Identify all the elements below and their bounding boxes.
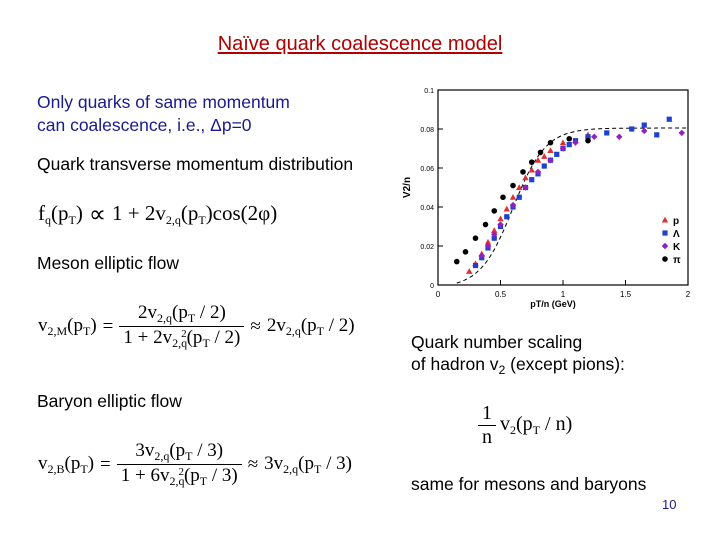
data-point-circle: [472, 235, 479, 241]
chart-svg: 0 0.5 1 1.5 2 0 0.02 0.04 0.06 0.08 0.1 pT/n (GeV) V…: [402, 88, 691, 309]
baryon-flow-formula: v2,B(pT) = 3v2,q(pT / 3) 1 + 6v2,q2(pT /…: [38, 440, 352, 488]
y-axis-label: V2/n: [402, 177, 413, 198]
y-tick-label: 0.1: [424, 88, 434, 95]
page-number: 10: [662, 497, 677, 512]
data-point-circle: [520, 169, 526, 175]
data-point-circle: [462, 249, 469, 255]
data-point-square: [641, 122, 647, 128]
y-tick-label: 0: [430, 283, 434, 290]
legend-marker-triangle: [661, 216, 669, 223]
data-point-square: [604, 130, 610, 136]
x-tick-label: 1.5: [620, 290, 632, 299]
data-point-triangle: [522, 174, 529, 181]
quark-distribution-formula: fq(pT) ∝ 1 + 2v2,q(pT)cos(2φ): [38, 201, 278, 228]
data-point-square: [516, 194, 522, 200]
x-tick-label: 0: [436, 290, 441, 299]
data-point-triangle: [547, 147, 554, 154]
legend-marker-circle: [662, 256, 668, 262]
data-point-circle: [585, 137, 591, 144]
x-axis-label: pT/n (GeV): [530, 299, 576, 309]
plot-frame: [437, 89, 689, 286]
legend-label: p: [673, 216, 679, 227]
data-point-square: [504, 214, 510, 220]
data-point-square: [666, 116, 672, 122]
data-point-triangle: [503, 205, 510, 212]
data-point-circle: [500, 194, 506, 201]
data-point-diamond: [484, 242, 492, 250]
scaling-text: Quark number scaling of hadron v2 (excep…: [411, 331, 625, 381]
data-point-triangle: [534, 157, 542, 163]
intro-text: Only quarks of same momentum can coalesc…: [37, 91, 290, 137]
data-point-circle: [566, 135, 573, 142]
data-point-circle: [528, 159, 535, 165]
data-point-diamond: [497, 221, 504, 228]
data-point-diamond: [491, 231, 498, 238]
data-point-triangle: [497, 215, 504, 222]
data-point-diamond: [559, 145, 567, 152]
legend-label: π: [673, 255, 681, 266]
data-point-triangle: [516, 184, 523, 191]
data-point-circle: [537, 149, 544, 156]
data-point-diamond: [509, 201, 517, 209]
legend-label: K: [673, 242, 681, 253]
data-point-circle: [547, 139, 554, 146]
meson-flow-label: Meson elliptic flow: [37, 253, 179, 273]
scaling-line-2: of hadron v2 (except pions):: [411, 354, 625, 377]
data-point-triangle: [466, 268, 473, 274]
data-point-diamond: [678, 129, 685, 137]
data-point-diamond: [641, 127, 648, 135]
data-point-triangle: [541, 153, 548, 159]
x-tick-label: 0.5: [495, 290, 507, 299]
intro-line-1: Only quarks of same momentum: [37, 92, 290, 112]
v2-scaling-chart: 0 0.5 1 1.5 2 0 0.02 0.04 0.06 0.08 0.1 pT/n (GeV) V…: [390, 80, 705, 310]
data-point-triangle: [491, 227, 498, 233]
data-point-square: [629, 126, 635, 132]
data-point-square: [491, 235, 497, 241]
scaling-line-1: Quark number scaling: [411, 332, 583, 352]
y-tick-label: 0.02: [420, 244, 434, 251]
data-point-circle: [453, 258, 460, 265]
fit-curve: [456, 127, 688, 284]
same-for-mesons-baryons-text: same for mesons and baryons: [411, 474, 647, 494]
data-point-diamond: [616, 133, 623, 140]
slide-title: Naïve quark coalescence model: [217, 33, 503, 55]
meson-flow-formula: v2,M(pT) = 2v2,q(pT / 2) 1 + 2v2,q2(pT /…: [38, 302, 355, 350]
data-point-diamond: [522, 184, 529, 191]
data-point-square: [554, 151, 560, 157]
data-point-square: [654, 132, 660, 138]
data-point-square: [585, 134, 591, 140]
legend-marker-diamond: [661, 242, 669, 250]
legend-marker-square: [662, 230, 668, 236]
x-tick-label: 1: [561, 290, 566, 299]
y-tick-label: 0.06: [420, 166, 434, 173]
data-point-diamond: [534, 168, 542, 176]
data-point-square: [541, 163, 547, 169]
data-point-circle: [491, 208, 498, 214]
intro-line-2: can coalescence, i.e., Δp=0: [37, 115, 252, 135]
data-point-diamond: [478, 252, 485, 259]
data-point-triangle: [484, 238, 492, 245]
data-point-diamond: [572, 139, 579, 146]
data-point-triangle: [559, 139, 567, 146]
data-point-triangle: [528, 166, 535, 173]
quark-distribution-label: Quark transverse momentum distribution: [37, 154, 354, 174]
data-point-diamond: [591, 133, 598, 140]
data-point-circle: [510, 182, 516, 189]
y-tick-label: 0.04: [420, 205, 434, 212]
data-point-triangle: [509, 194, 517, 200]
data-point-square: [472, 262, 479, 269]
data-point-circle: [482, 221, 489, 228]
baryon-flow-label: Baryon elliptic flow: [37, 391, 182, 411]
legend-label: Λ: [673, 229, 680, 240]
y-tick-label: 0.08: [420, 127, 434, 134]
data-point-square: [529, 177, 535, 183]
data-point-square: [566, 142, 572, 148]
x-tick-label: 2: [686, 290, 691, 299]
data-point-diamond: [547, 157, 554, 164]
